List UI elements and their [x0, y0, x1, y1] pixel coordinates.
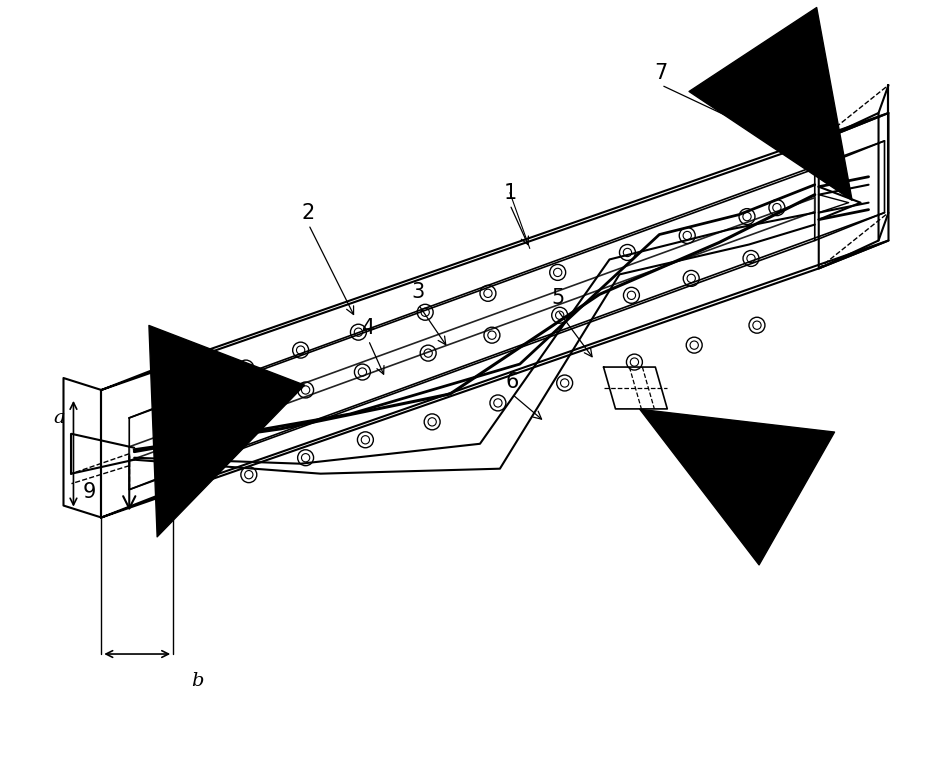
Text: 8: 8 — [830, 149, 844, 169]
Text: 3: 3 — [412, 282, 425, 302]
Text: 1: 1 — [503, 183, 516, 202]
Text: b: b — [191, 672, 203, 690]
Text: 10: 10 — [678, 418, 704, 438]
Text: 9: 9 — [83, 482, 96, 502]
Text: 7: 7 — [655, 63, 668, 83]
Text: 4: 4 — [362, 318, 375, 338]
Text: 5: 5 — [551, 288, 565, 308]
Text: a: a — [54, 409, 65, 427]
Text: 2: 2 — [302, 202, 315, 222]
Text: 6: 6 — [505, 372, 518, 392]
